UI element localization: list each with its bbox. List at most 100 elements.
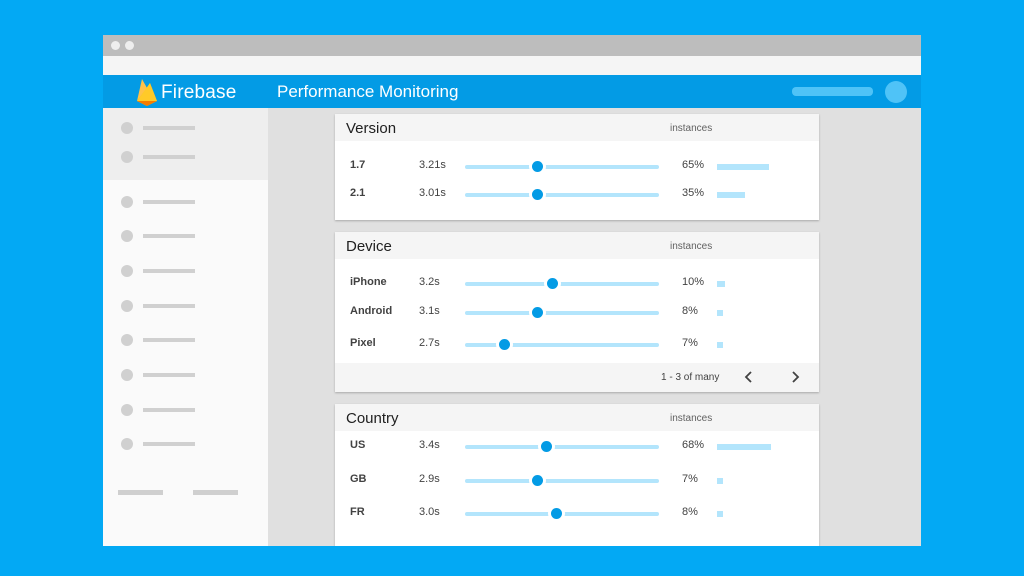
chevron-left-icon[interactable] (741, 369, 757, 385)
nav-label-placeholder (143, 200, 195, 204)
slider-track[interactable] (465, 311, 659, 315)
table-row[interactable]: Pixel 2.7s 7% (335, 335, 819, 353)
instances-bar (717, 511, 724, 517)
row-label: Android (350, 305, 393, 317)
nav-dot-icon (121, 369, 133, 381)
sidebar-item[interactable] (121, 151, 241, 163)
instances-percent: 68% (682, 439, 705, 451)
slider-thumb[interactable] (541, 441, 553, 452)
slider-track[interactable] (465, 343, 659, 347)
instances-label: instances (670, 123, 713, 134)
nav-dot-icon (121, 265, 133, 277)
table-row[interactable]: 1.7 3.21s 65% (335, 157, 819, 175)
nav-label-placeholder (143, 408, 195, 412)
slider-track[interactable] (465, 193, 659, 197)
window-close-dot[interactable] (111, 41, 120, 50)
slider-thumb[interactable] (531, 161, 543, 172)
table-row[interactable]: Android 3.1s 8% (335, 303, 819, 321)
sidebar-item[interactable] (121, 369, 241, 381)
nav-label-placeholder (143, 269, 195, 273)
search-placeholder-bar[interactable] (792, 87, 873, 96)
instances-percent: 8% (682, 506, 698, 518)
slider-thumb[interactable] (531, 189, 543, 200)
sidebar-item[interactable] (121, 438, 241, 450)
sidebar (103, 108, 268, 546)
sidebar-item[interactable] (121, 404, 241, 416)
sidebar-item[interactable] (121, 334, 241, 346)
nav-dot-icon (121, 196, 133, 208)
table-row[interactable]: 2.1 3.01s 35% (335, 185, 819, 203)
window-chrome (103, 35, 921, 56)
nav-label-placeholder (143, 338, 195, 342)
nav-dot-icon (121, 151, 133, 163)
app-header: Firebase Performance Monitoring (103, 75, 921, 108)
pagination: 1 - 3 of many (335, 363, 819, 392)
page-title: Performance Monitoring (277, 82, 459, 101)
address-bar[interactable] (103, 56, 921, 75)
table-row[interactable]: GB 2.9s 7% (335, 471, 819, 489)
slider-track[interactable] (465, 479, 659, 483)
row-label: GB (350, 473, 367, 485)
slider-track[interactable] (465, 165, 659, 169)
nav-dot-icon (121, 334, 133, 346)
instances-bar (717, 444, 772, 450)
chevron-right-icon[interactable] (787, 369, 803, 385)
table-row[interactable]: FR 3.0s 8% (335, 504, 819, 522)
slider-track[interactable] (465, 282, 659, 286)
row-value: 3.0s (419, 506, 440, 518)
instances-percent: 7% (682, 473, 698, 485)
row-label: Pixel (350, 337, 376, 349)
pagination-range: 1 - 3 of many (661, 372, 720, 383)
row-label: 2.1 (350, 187, 366, 199)
sidebar-item[interactable] (121, 265, 241, 277)
row-value: 3.21s (419, 159, 446, 171)
country-card: Country instances US 3.4s 68% GB 2.9s 7%… (335, 404, 819, 546)
row-label: iPhone (350, 276, 387, 288)
sidebar-top-section (103, 108, 268, 180)
slider-thumb[interactable] (498, 339, 510, 350)
row-value: 2.7s (419, 337, 440, 349)
slider-thumb[interactable] (531, 307, 543, 318)
row-label: 1.7 (350, 159, 366, 171)
nav-label-placeholder (143, 373, 195, 377)
sidebar-item[interactable] (121, 122, 241, 134)
device-card: Device instances iPhone 3.2s 10% Android… (335, 232, 819, 392)
slider-thumb[interactable] (551, 508, 563, 519)
browser-window: Firebase Performance Monitoring Version … (103, 35, 921, 546)
slider-track[interactable] (465, 512, 659, 516)
instances-percent: 8% (682, 305, 698, 317)
sidebar-item[interactable] (121, 196, 241, 208)
table-row[interactable]: US 3.4s 68% (335, 437, 819, 455)
brand-name[interactable]: Firebase (161, 82, 237, 103)
nav-dot-icon (121, 438, 133, 450)
sidebar-item[interactable] (121, 300, 241, 312)
slider-thumb[interactable] (547, 278, 559, 289)
instances-bar (717, 192, 745, 198)
slider-track[interactable] (465, 445, 659, 449)
card-header: Device instances (335, 232, 819, 259)
nav-label-placeholder (143, 234, 195, 238)
sidebar-footer-link[interactable] (118, 490, 163, 495)
sidebar-footer-link[interactable] (193, 490, 238, 495)
instances-bar (717, 281, 725, 287)
instances-label: instances (670, 241, 713, 252)
table-row[interactable]: iPhone 3.2s 10% (335, 274, 819, 292)
card-header: Country instances (335, 404, 819, 431)
card-title: Version (346, 120, 397, 137)
row-value: 3.4s (419, 439, 440, 451)
slider-thumb[interactable] (531, 475, 543, 486)
instances-percent: 35% (682, 187, 705, 199)
nav-dot-icon (121, 122, 133, 134)
nav-dot-icon (121, 300, 133, 312)
nav-label-placeholder (143, 442, 195, 446)
instances-percent: 65% (682, 159, 705, 171)
row-value: 3.2s (419, 276, 440, 288)
instances-bar (717, 310, 724, 316)
instances-bar (717, 342, 723, 348)
sidebar-item[interactable] (121, 230, 241, 242)
firebase-flame-icon (137, 79, 157, 106)
account-avatar-icon[interactable] (885, 81, 907, 103)
row-label: US (350, 439, 366, 451)
window-minimize-dot[interactable] (125, 41, 134, 50)
instances-label: instances (670, 413, 713, 424)
